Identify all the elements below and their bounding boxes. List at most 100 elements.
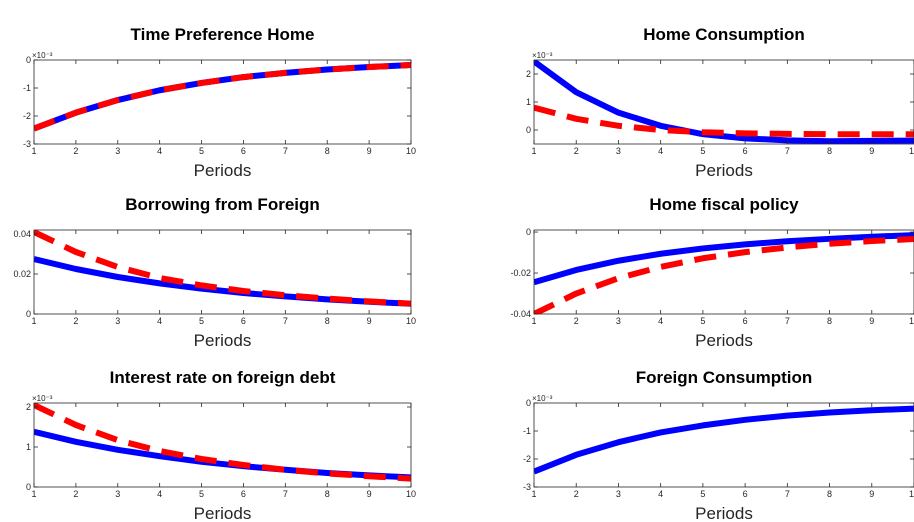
x-tick-label: 1 <box>531 146 536 156</box>
x-tick-label: 9 <box>367 316 372 326</box>
chart-title: Time Preference Home <box>131 25 315 44</box>
series-line-red-dashed <box>34 62 411 132</box>
x-tick-label: 4 <box>157 146 162 156</box>
x-tick-label: 6 <box>743 146 748 156</box>
x-tick-label: 5 <box>700 146 705 156</box>
y-tick-label: 0 <box>526 398 531 408</box>
x-tick-label: 10 <box>909 316 914 326</box>
series-line-red-dashed <box>34 403 411 482</box>
y-tick-label: 0 <box>526 125 531 135</box>
y-tick-label: 0 <box>26 482 31 492</box>
x-tick-label: 5 <box>199 316 204 326</box>
x-tick-label: 4 <box>157 316 162 326</box>
axes-box <box>533 402 914 488</box>
series-line-blue-solid <box>34 256 411 307</box>
x-tick-label: 6 <box>743 489 748 499</box>
x-tick-label: 3 <box>616 316 621 326</box>
x-tick-label: 1 <box>31 316 36 326</box>
x-tick-label: 1 <box>31 489 36 499</box>
x-tick-label: 2 <box>73 146 78 156</box>
y-tick-label: -2 <box>523 454 531 464</box>
x-tick-label: 10 <box>406 489 416 499</box>
chart-title: Foreign Consumption <box>636 368 813 387</box>
y-tick-label: -1 <box>23 83 31 93</box>
x-tick-label: 6 <box>241 489 246 499</box>
y-tick-label: 0 <box>26 55 31 65</box>
y-tick-label: -1 <box>523 426 531 436</box>
x-tick-label: 10 <box>406 316 416 326</box>
chart-title: Borrowing from Foreign <box>125 195 320 214</box>
y-exponent-label: ×10⁻³ <box>32 394 53 403</box>
panel-6: 1 2 3 4 5 6 7 8 9 10 -3 -2 -1 0×10⁻³ Foreign Consumpti… <box>523 368 914 522</box>
y-tick-label: 1 <box>26 442 31 452</box>
panel-3: 1 2 3 4 5 6 7 8 9 10 0 0.02 0.04 Borrowing from Forei… <box>13 195 416 350</box>
x-tick-label: 3 <box>115 146 120 156</box>
x-tick-label: 3 <box>616 489 621 499</box>
series-line-red-dashed <box>34 230 411 307</box>
series-line-blue-solid <box>534 405 914 475</box>
panel-4: 1 2 3 4 5 6 7 8 9 10 -0.04 -0.02 0 Home fiscal policy… <box>510 195 914 350</box>
series-line-blue-solid <box>34 62 411 132</box>
x-axis-label: Periods <box>194 161 252 180</box>
y-exponent-label: ×10⁻³ <box>532 394 553 403</box>
axes-box <box>33 59 412 145</box>
axes-box <box>33 229 412 315</box>
y-tick-label: 1 <box>526 97 531 107</box>
x-tick-label: 6 <box>241 146 246 156</box>
y-tick-label: -3 <box>23 139 31 149</box>
y-tick-label: 2 <box>26 402 31 412</box>
axes-box <box>533 229 914 315</box>
y-tick-label: 0 <box>526 227 531 237</box>
x-tick-label: 7 <box>283 146 288 156</box>
series-line-blue-solid <box>34 428 411 481</box>
x-tick-label: 8 <box>827 146 832 156</box>
chart-title: Interest rate on foreign debt <box>110 368 336 387</box>
x-tick-label: 3 <box>115 489 120 499</box>
x-tick-label: 9 <box>367 146 372 156</box>
x-axis-label: Periods <box>194 331 252 350</box>
y-tick-label: 0 <box>26 309 31 319</box>
series-line-blue-solid <box>534 232 914 286</box>
x-tick-label: 8 <box>325 489 330 499</box>
y-tick-label: -0.02 <box>510 268 531 278</box>
x-tick-label: 8 <box>827 489 832 499</box>
y-tick-label: 2 <box>526 69 531 79</box>
x-tick-label: 5 <box>199 489 204 499</box>
x-tick-label: 8 <box>325 316 330 326</box>
x-axis-label: Periods <box>695 161 753 180</box>
x-tick-label: 2 <box>574 316 579 326</box>
y-exponent-label: ×10⁻³ <box>532 51 553 60</box>
y-tick-label: 0.02 <box>13 269 31 279</box>
x-axis-label: Periods <box>695 331 753 350</box>
x-tick-label: 9 <box>367 489 372 499</box>
y-tick-label: -3 <box>523 482 531 492</box>
x-tick-label: 5 <box>700 489 705 499</box>
x-tick-label: 9 <box>869 316 874 326</box>
x-tick-label: 5 <box>199 146 204 156</box>
x-tick-label: 7 <box>283 316 288 326</box>
x-tick-label: 10 <box>909 146 914 156</box>
x-axis-label: Periods <box>194 504 252 522</box>
x-tick-label: 9 <box>869 489 874 499</box>
x-tick-label: 5 <box>700 316 705 326</box>
y-tick-label: -2 <box>23 111 31 121</box>
x-tick-label: 2 <box>73 316 78 326</box>
series-line-red-dashed <box>534 104 914 138</box>
x-tick-label: 7 <box>785 146 790 156</box>
x-tick-label: 7 <box>283 489 288 499</box>
x-tick-label: 9 <box>869 146 874 156</box>
x-tick-label: 8 <box>827 316 832 326</box>
x-tick-label: 6 <box>743 316 748 326</box>
x-tick-label: 1 <box>531 316 536 326</box>
axes-box <box>33 402 412 488</box>
x-tick-label: 4 <box>658 146 663 156</box>
x-tick-label: 1 <box>531 489 536 499</box>
x-axis-label: Periods <box>695 504 753 522</box>
series-line-red-dashed <box>534 236 914 314</box>
y-tick-label: -0.04 <box>510 309 531 319</box>
x-tick-label: 7 <box>785 316 790 326</box>
x-tick-label: 1 <box>31 146 36 156</box>
x-tick-label: 3 <box>115 316 120 326</box>
